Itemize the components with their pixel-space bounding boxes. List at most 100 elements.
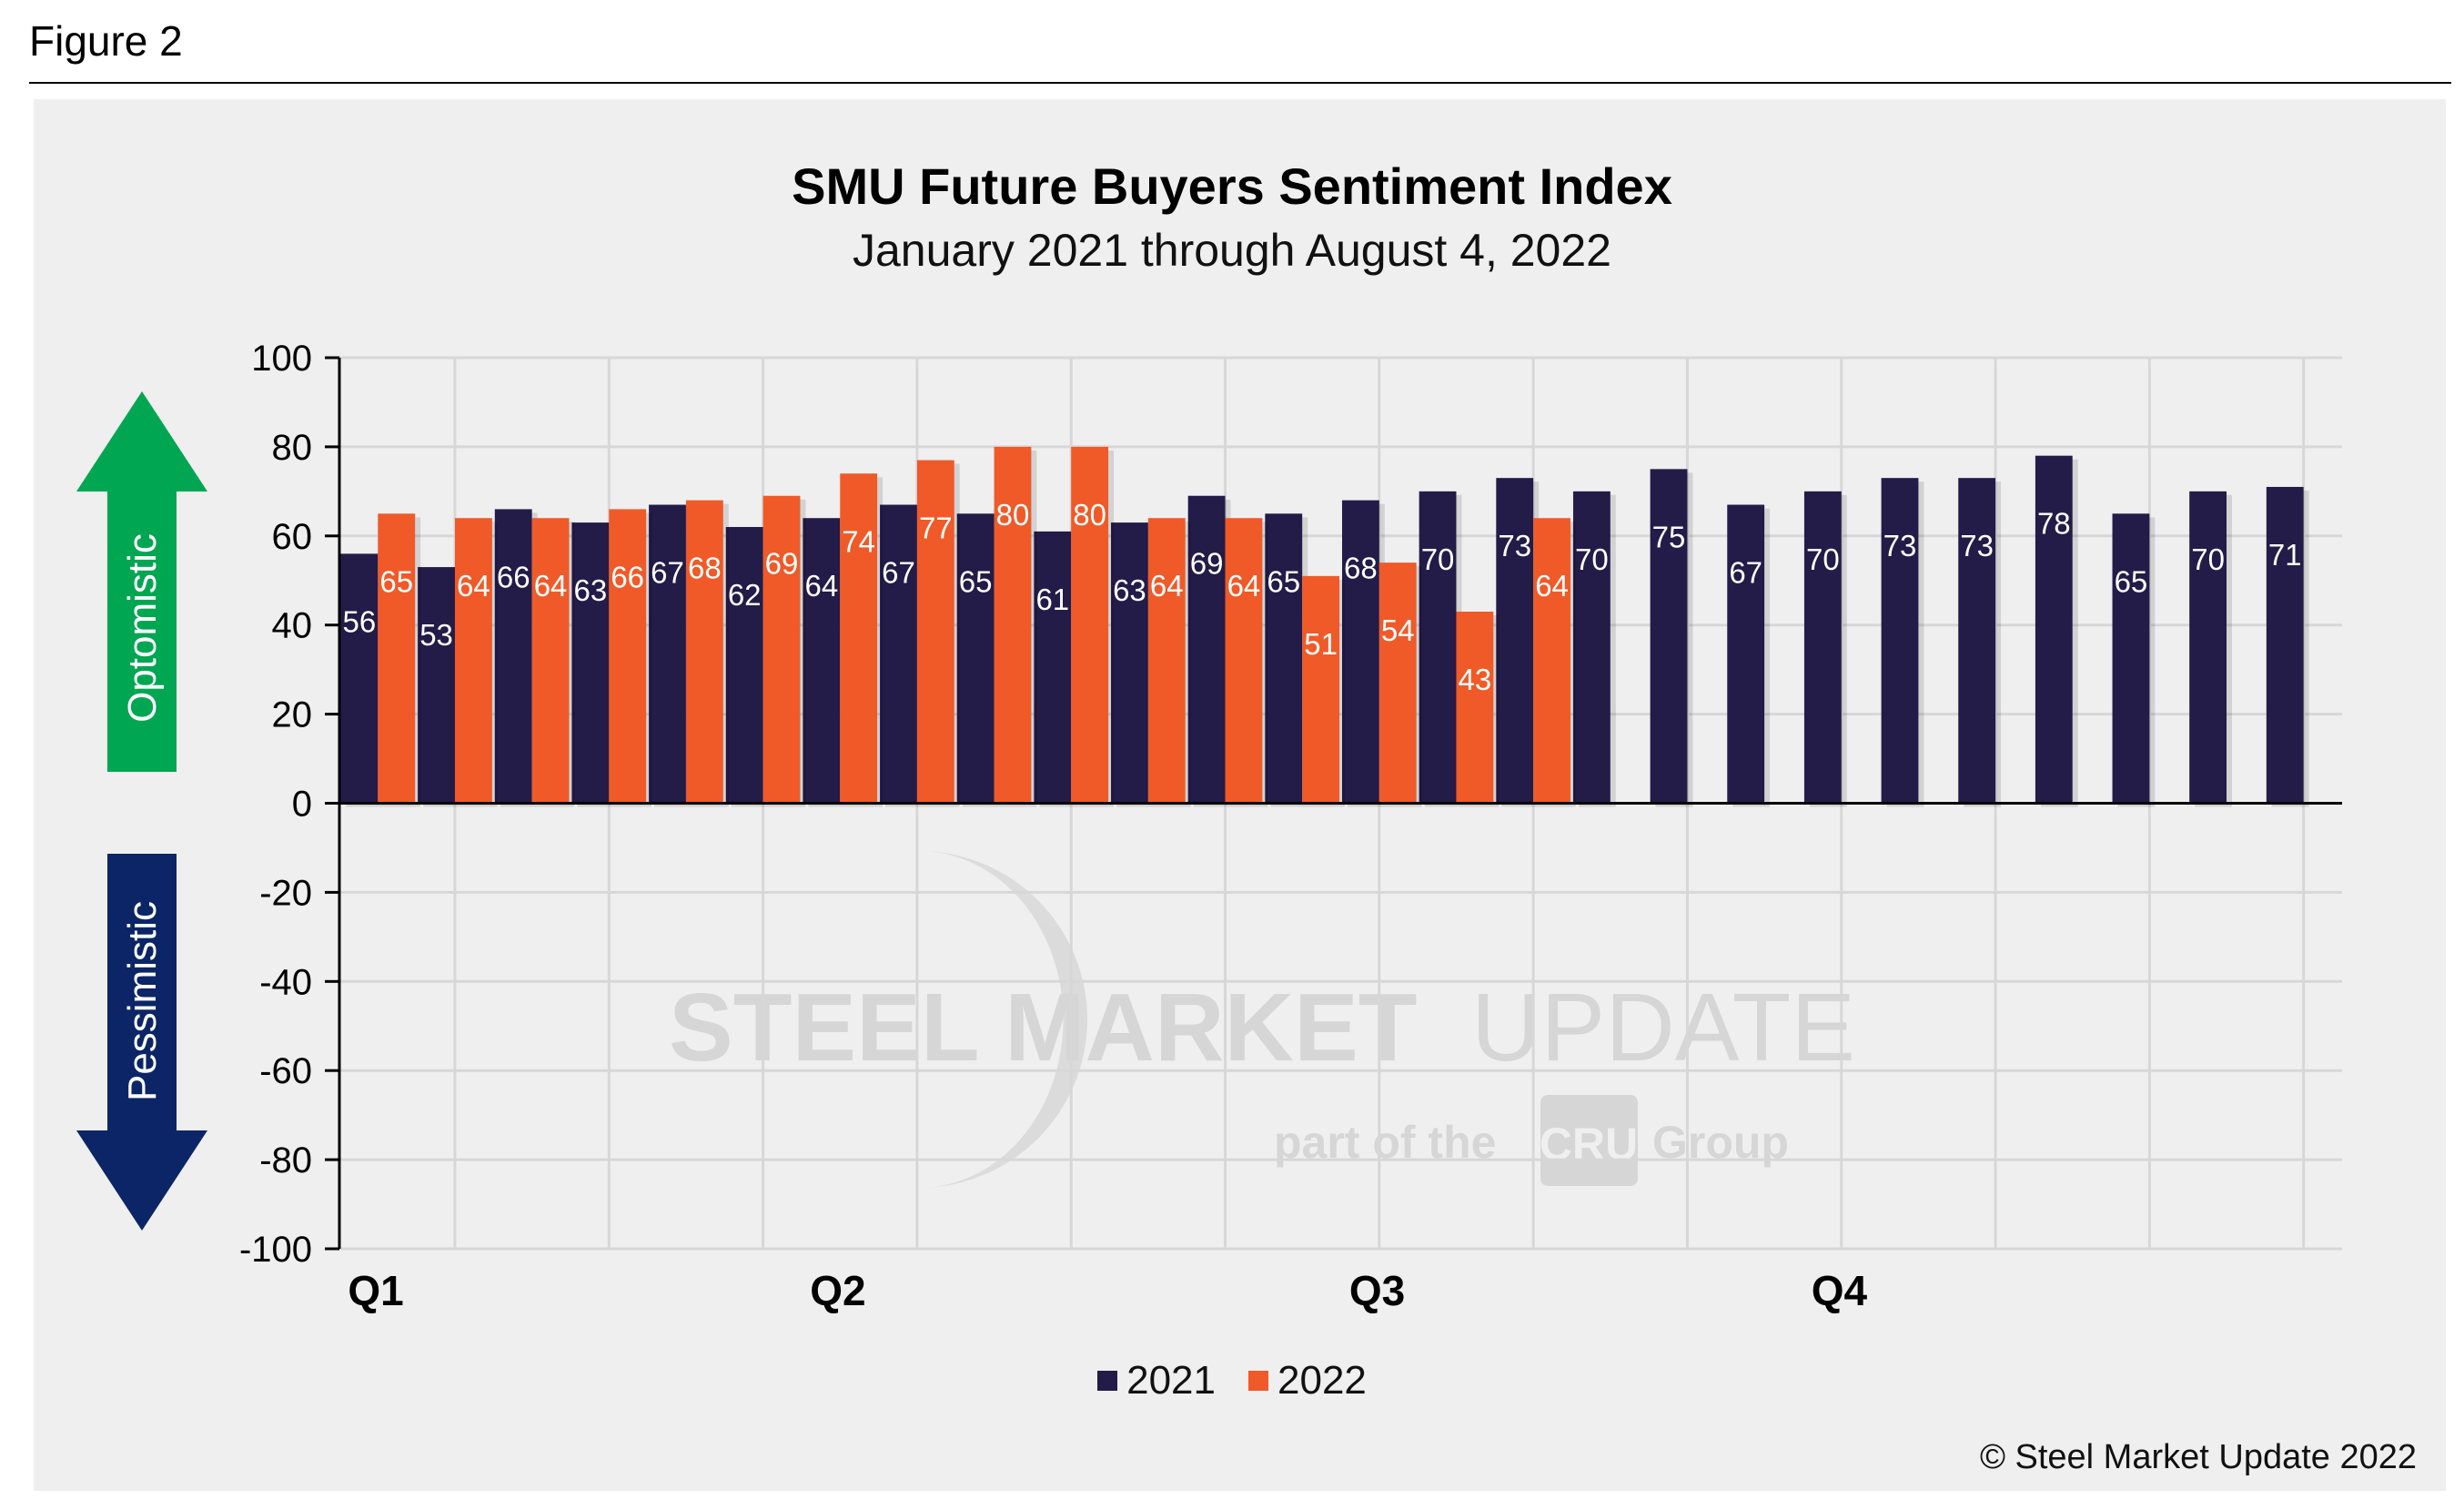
bar-2021 bbox=[494, 509, 532, 804]
data-label-2021: 62 bbox=[728, 578, 762, 612]
data-label-2021: 66 bbox=[497, 560, 530, 593]
bar-2022 bbox=[1302, 575, 1339, 804]
y-tick-label: -40 bbox=[259, 962, 312, 1002]
data-label-2021: 70 bbox=[1421, 542, 1455, 576]
bar-2022 bbox=[378, 513, 416, 804]
arrow-up-icon: Optomistic bbox=[76, 391, 207, 772]
bar-2021 bbox=[1650, 469, 1688, 804]
figure-label: Figure 2 bbox=[29, 17, 183, 65]
bar-2021 bbox=[1881, 478, 1919, 804]
data-label-2021: 61 bbox=[1035, 583, 1069, 616]
data-label-2022: 80 bbox=[996, 498, 1030, 532]
watermark-logo: STEEL MARKET UPDATE part of the CRU Grou… bbox=[669, 851, 1855, 1188]
chart-legend: 2021 2022 bbox=[0, 1358, 2464, 1404]
y-tick-label: -80 bbox=[259, 1140, 312, 1181]
legend-item-2021: 2021 bbox=[1097, 1358, 1216, 1404]
data-label-2022: 64 bbox=[1150, 569, 1184, 603]
data-label-2022: 65 bbox=[379, 564, 413, 598]
data-label-2021: 67 bbox=[882, 556, 915, 590]
data-label-2021: 64 bbox=[804, 569, 838, 603]
bar-2021 bbox=[1265, 513, 1303, 804]
x-quarter-label: Q4 bbox=[1812, 1267, 1868, 1314]
y-tick-label: 40 bbox=[272, 606, 313, 646]
bar-2021 bbox=[2189, 491, 2227, 804]
data-label-2021: 70 bbox=[1806, 542, 1840, 576]
bar-2021 bbox=[1187, 495, 1226, 804]
watermark-cru-box bbox=[1540, 1095, 1638, 1186]
data-label-2022: 64 bbox=[1227, 569, 1261, 603]
bar-2022 bbox=[840, 473, 878, 804]
bar-2021 bbox=[418, 567, 455, 804]
bar-2021 bbox=[1958, 478, 1996, 804]
arrow-up-label: Optomistic bbox=[120, 533, 165, 723]
bar-2021 bbox=[1727, 504, 1765, 804]
chart-subtitle: January 2021 through August 4, 2022 bbox=[853, 225, 1611, 276]
data-label-2021: 65 bbox=[959, 564, 993, 598]
watermark-sub-logo: CRU bbox=[1540, 1119, 1638, 1170]
data-label-2022: 51 bbox=[1304, 627, 1338, 661]
x-quarter-label: Q1 bbox=[348, 1267, 403, 1314]
x-axis-quarters: Q1 Q2 Q3 Q4 bbox=[348, 1267, 1867, 1314]
arrow-down-shape bbox=[76, 854, 207, 1231]
y-tick-label: 100 bbox=[251, 339, 312, 379]
data-label-2021: 63 bbox=[1113, 573, 1146, 607]
legend-swatch-2021 bbox=[1097, 1371, 1118, 1391]
arrow-down-label: Pessimistic bbox=[120, 901, 165, 1101]
bar-2022 bbox=[994, 446, 1032, 804]
y-tick-label: 80 bbox=[272, 428, 313, 468]
data-label-2021: 73 bbox=[1960, 529, 1994, 562]
data-label-2021: 65 bbox=[1267, 564, 1300, 598]
bar-2021 bbox=[2112, 513, 2150, 804]
top-rule bbox=[29, 82, 2451, 84]
data-label-2021: 65 bbox=[2115, 564, 2148, 598]
data-label-2021: 67 bbox=[1729, 556, 1762, 590]
legend-label-2021: 2021 bbox=[1126, 1358, 1216, 1403]
bar-2021 bbox=[1496, 478, 1534, 804]
data-label-2021: 75 bbox=[1652, 520, 1686, 553]
bar-2021 bbox=[2266, 486, 2304, 804]
data-label-2021: 73 bbox=[1883, 529, 1917, 562]
data-label-2021: 68 bbox=[1344, 552, 1378, 585]
bar-2022 bbox=[1071, 446, 1109, 804]
data-label-2021: 70 bbox=[2191, 542, 2225, 576]
bar-2021 bbox=[1419, 491, 1457, 804]
legend-label-2022: 2022 bbox=[1277, 1358, 1367, 1403]
y-tick-label: -20 bbox=[259, 873, 312, 913]
chart-title: SMU Future Buyers Sentiment Index bbox=[792, 157, 1672, 215]
arrow-up-shape bbox=[76, 391, 207, 772]
x-quarter-label: Q3 bbox=[1349, 1267, 1405, 1314]
bar-2021 bbox=[1111, 522, 1148, 804]
bar-2021 bbox=[1342, 500, 1379, 804]
bar-2022 bbox=[1533, 518, 1570, 804]
bar-2022 bbox=[1378, 562, 1417, 804]
bar-2022 bbox=[1456, 612, 1494, 804]
bar-2021 bbox=[725, 527, 763, 804]
bar-2022 bbox=[685, 500, 723, 804]
data-label-2022: 64 bbox=[1535, 569, 1569, 603]
bar-2022 bbox=[454, 518, 492, 804]
data-label-2022: 64 bbox=[457, 569, 490, 603]
bar-2021 bbox=[649, 504, 686, 804]
data-label-2021: 56 bbox=[343, 604, 377, 638]
bar-2022 bbox=[531, 518, 570, 804]
bar-2021 bbox=[2035, 455, 2073, 804]
data-label-2021: 73 bbox=[1498, 529, 1531, 562]
data-label-2022: 77 bbox=[919, 512, 953, 545]
bar-2021 bbox=[571, 522, 610, 804]
y-axis-ticks: 100 80 60 40 20 0 -20 -40 -60 -80 -100 bbox=[239, 339, 339, 1270]
bar-2022 bbox=[609, 509, 647, 804]
bar-2022 bbox=[916, 460, 954, 804]
bar-2021 bbox=[1034, 531, 1072, 804]
data-label-2021: 69 bbox=[1190, 547, 1224, 581]
data-label-2022: 43 bbox=[1459, 663, 1492, 696]
watermark-main-light: UPDATE bbox=[1471, 974, 1855, 1081]
y-tick-label: 60 bbox=[272, 517, 313, 557]
arrow-down-icon: Pessimistic bbox=[76, 854, 207, 1231]
legend-swatch-2022 bbox=[1248, 1371, 1268, 1391]
bar-2021 bbox=[803, 518, 841, 804]
bar-2021 bbox=[956, 513, 995, 804]
y-tick-label: 20 bbox=[272, 695, 313, 735]
data-label-2022: 68 bbox=[688, 552, 722, 585]
